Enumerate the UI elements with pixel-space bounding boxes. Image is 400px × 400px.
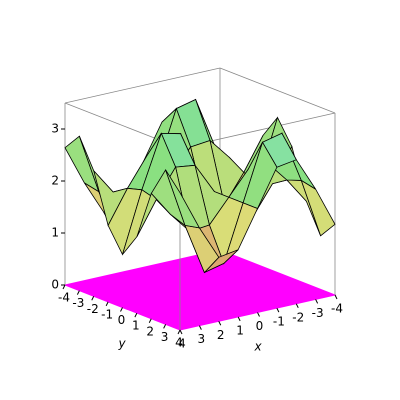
surface-patch [165, 169, 201, 229]
x-tick [315, 299, 319, 304]
y-tick-label: 3 [161, 330, 169, 344]
x-tick-label: 1 [236, 323, 244, 337]
surface-patch [300, 179, 336, 237]
x-tick [218, 321, 222, 326]
y-axis-label: y [117, 337, 126, 351]
y-tick-label: 0 [118, 313, 126, 327]
y-tick-label: -2 [87, 302, 99, 316]
x-tick-label: -3 [312, 306, 324, 320]
x-tick [257, 312, 260, 317]
x-tick-label: -4 [331, 302, 343, 316]
y-tick [62, 284, 66, 290]
z-tick-label: 1 [51, 226, 59, 240]
y-tick-label: -4 [58, 291, 70, 305]
x-tick [276, 307, 280, 313]
y-tick [148, 318, 152, 323]
x-tick [237, 316, 241, 322]
box-edge [219, 67, 336, 114]
x-tick [198, 325, 202, 330]
y-tick [177, 329, 181, 335]
y-tick [163, 324, 167, 329]
z-tick-label: 3 [51, 122, 59, 136]
y-tick-label: -3 [72, 296, 84, 310]
y-tick [91, 296, 95, 301]
z-tick-label: 0 [51, 278, 59, 292]
x-tick [295, 303, 299, 308]
x-tick [179, 329, 183, 335]
y-tick-label: 1 [132, 319, 140, 333]
x-tick-label: 2 [217, 328, 225, 342]
y-tick [105, 301, 109, 307]
x-tick-label: 4 [178, 337, 186, 351]
x-axis-label: x [253, 340, 262, 354]
y-tick-label: 2 [146, 324, 154, 338]
y-tick [134, 312, 138, 318]
y-tick-label: 4 [175, 336, 183, 350]
y-tick [76, 290, 80, 295]
z-tick-label: 2 [51, 174, 59, 188]
x-tick-label: 3 [198, 332, 206, 346]
x-tick-label: -1 [273, 315, 285, 329]
x-tick [334, 294, 338, 300]
box-edge [64, 67, 221, 104]
x-tick-label: 0 [256, 319, 264, 333]
y-tick-label: -1 [101, 307, 113, 321]
x-tick-label: -2 [292, 310, 304, 324]
y-tick [120, 307, 123, 312]
